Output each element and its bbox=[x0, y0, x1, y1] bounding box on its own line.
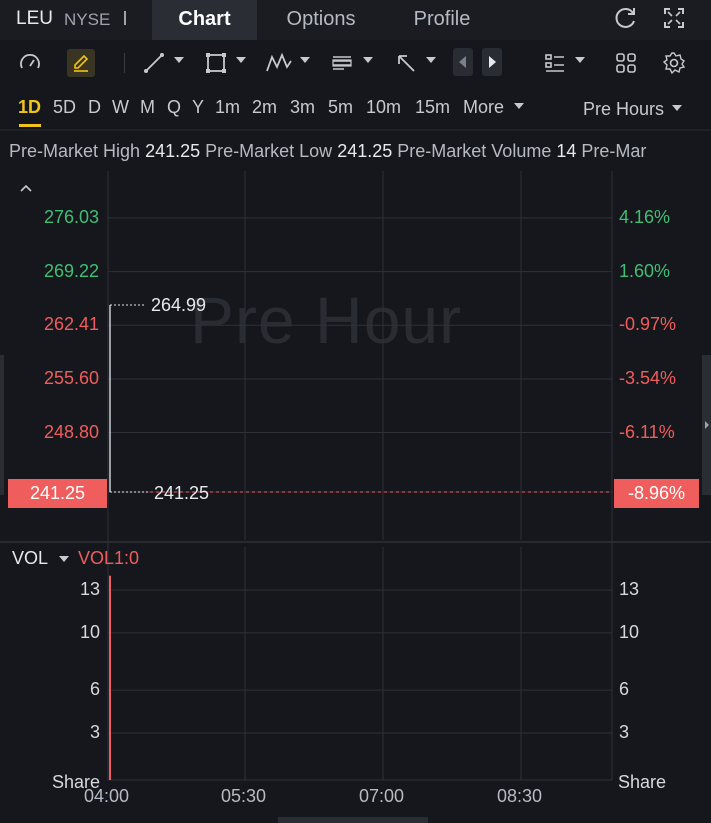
current-change-tag: -8.96% bbox=[614, 479, 699, 508]
period-y[interactable]: Y bbox=[192, 97, 205, 117]
volume-tick-label: 6 bbox=[619, 679, 630, 700]
chevron-down-icon[interactable] bbox=[236, 57, 246, 63]
settings-icon[interactable] bbox=[660, 49, 688, 77]
chevron-down-icon[interactable] bbox=[174, 57, 184, 63]
next-icon[interactable] bbox=[482, 48, 502, 76]
chevron-down-icon[interactable] bbox=[363, 57, 373, 63]
volume-bar bbox=[109, 575, 111, 780]
collapse-chevron-icon[interactable] bbox=[19, 180, 33, 198]
volume-indicator-label: VOL1:0 bbox=[78, 548, 140, 568]
active-period-indicator bbox=[19, 124, 41, 127]
percent-tick-label: -3.54% bbox=[619, 367, 677, 388]
premarket-low-value: 241.25 bbox=[337, 141, 393, 161]
volume-tick-label: 13 bbox=[79, 579, 100, 599]
period-10m[interactable]: 10m bbox=[366, 97, 402, 117]
premarket-high-value: 241.25 bbox=[145, 141, 201, 161]
line-tool-icon[interactable] bbox=[140, 49, 168, 77]
percent-tick-label: -0.97% bbox=[619, 314, 677, 335]
current-price-tag: 241.25 bbox=[8, 479, 107, 508]
price-tick-label: 269.22 bbox=[43, 260, 99, 281]
fullscreen-icon[interactable] bbox=[660, 4, 688, 32]
toolbar-divider bbox=[124, 53, 125, 73]
ticker-symbol: LEU bbox=[16, 8, 53, 29]
period-m[interactable]: M bbox=[140, 97, 155, 117]
refresh-icon[interactable] bbox=[612, 4, 640, 32]
tab-options[interactable]: Options bbox=[286, 8, 356, 30]
price-tick-label: 276.03 bbox=[43, 207, 99, 227]
grid-icon[interactable] bbox=[612, 49, 640, 77]
period-w[interactable]: W bbox=[112, 97, 129, 117]
period-1d[interactable]: 1D bbox=[18, 97, 42, 117]
bottom-drag-handle[interactable] bbox=[278, 817, 428, 823]
session-selector[interactable]: Pre Hours bbox=[583, 99, 665, 119]
percent-tick-label: 1.60% bbox=[619, 260, 671, 281]
more-periods-button[interactable]: More bbox=[463, 97, 505, 117]
period-3m[interactable]: 3m bbox=[290, 97, 316, 117]
time-tick-label: 05:30 bbox=[221, 786, 267, 806]
volume-tick-label: 3 bbox=[619, 722, 630, 742]
chevron-down-icon[interactable] bbox=[672, 105, 682, 111]
volume-pane-title[interactable]: VOL bbox=[12, 548, 49, 568]
left-edge-handle[interactable] bbox=[0, 355, 4, 495]
premarket-trailing-label: Pre-Mar bbox=[581, 141, 647, 161]
premarket-info-line: Pre-Market High 241.25 Pre-Market Low 24… bbox=[9, 141, 646, 162]
period-15m[interactable]: 15m bbox=[415, 97, 451, 117]
gauge-icon[interactable] bbox=[16, 49, 44, 77]
high-annotation: 264.99 bbox=[151, 295, 207, 315]
arrow-tool-icon[interactable] bbox=[392, 49, 420, 77]
list-icon[interactable] bbox=[541, 49, 569, 77]
volume-tick-label: 3 bbox=[89, 722, 100, 742]
tab-chart[interactable]: Chart bbox=[152, 0, 257, 40]
prev-icon[interactable] bbox=[453, 48, 473, 76]
exchange-label: NYSE bbox=[64, 10, 111, 29]
period-2m[interactable]: 2m bbox=[252, 97, 278, 117]
chevron-down-icon[interactable] bbox=[426, 57, 436, 63]
price-tick-label: 255.60 bbox=[43, 367, 99, 388]
volume-tick-label: 6 bbox=[89, 679, 100, 700]
time-tick-label: 04:00 bbox=[84, 786, 130, 806]
percent-tick-label: 4.16% bbox=[619, 207, 671, 227]
period-5m[interactable]: 5m bbox=[328, 97, 354, 117]
premarket-high-label: Pre-Market High bbox=[9, 141, 141, 161]
pen-icon[interactable] bbox=[67, 49, 95, 77]
volume-tick-label: 10 bbox=[619, 621, 640, 642]
price-tick-label: 248.80 bbox=[43, 421, 99, 442]
pattern-tool-icon[interactable] bbox=[265, 49, 293, 77]
top-tab-bar bbox=[0, 0, 711, 40]
drawing-toolbar bbox=[0, 41, 711, 85]
volume-unit-left: Share bbox=[52, 772, 101, 792]
chevron-down-icon[interactable] bbox=[59, 556, 69, 562]
premarket-low-label: Pre-Market Low bbox=[205, 141, 333, 161]
right-panel-toggle[interactable] bbox=[702, 355, 711, 495]
chevron-down-icon[interactable] bbox=[575, 57, 585, 63]
volume-tick-label: 10 bbox=[79, 621, 100, 642]
session-watermark: Pre Hour bbox=[190, 283, 463, 357]
chevron-down-icon[interactable] bbox=[300, 57, 310, 63]
divider bbox=[124, 11, 126, 25]
time-tick-label: 08:30 bbox=[497, 786, 543, 806]
period-d[interactable]: D bbox=[88, 97, 101, 117]
premarket-volume-value: 14 bbox=[556, 141, 577, 161]
volume-unit-right: Share bbox=[618, 772, 667, 792]
percent-tick-label: -6.11% bbox=[619, 421, 675, 442]
period-1m[interactable]: 1m bbox=[215, 97, 241, 117]
last-annotation: 241.25 bbox=[154, 483, 210, 503]
period-q[interactable]: Q bbox=[167, 97, 182, 117]
time-tick-label: 07:00 bbox=[359, 786, 405, 806]
text-tool-icon[interactable] bbox=[328, 49, 356, 77]
price-tick-label: 262.41 bbox=[43, 314, 99, 335]
period-5d[interactable]: 5D bbox=[53, 97, 77, 117]
tab-profile[interactable]: Profile bbox=[413, 8, 471, 30]
volume-tick-label: 13 bbox=[619, 579, 640, 599]
rectangle-tool-icon[interactable] bbox=[202, 49, 230, 77]
premarket-volume-label: Pre-Market Volume bbox=[397, 141, 552, 161]
chevron-down-icon[interactable] bbox=[514, 103, 524, 109]
